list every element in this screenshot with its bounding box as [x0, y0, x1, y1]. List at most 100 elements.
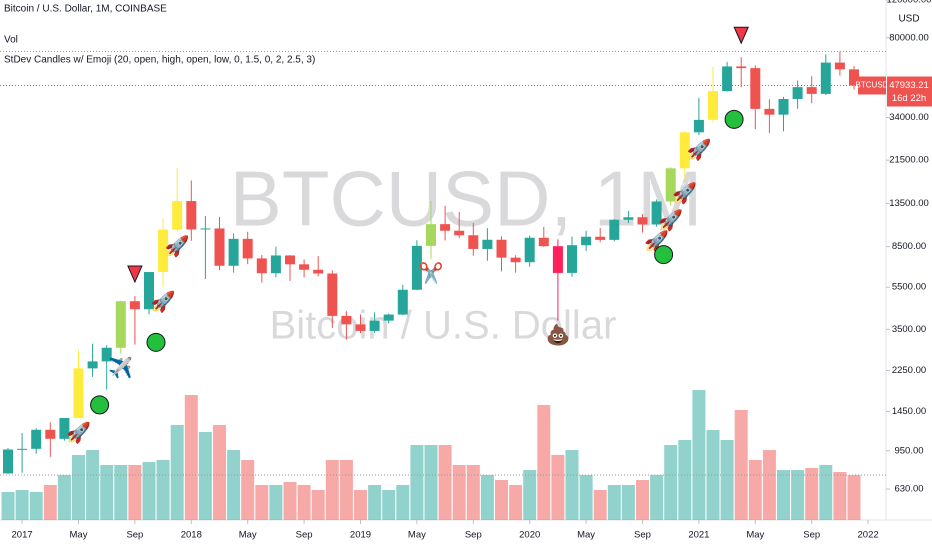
y-tick-label: 950.00	[894, 445, 923, 456]
x-tick-label: May	[239, 530, 257, 541]
volume-bar	[57, 475, 71, 520]
candle-body	[552, 246, 563, 273]
volume-bar	[748, 460, 762, 520]
candle-body	[764, 108, 775, 115]
candle-body	[285, 255, 295, 265]
volume-bar	[424, 445, 438, 520]
x-tick-label: Sep	[296, 530, 313, 541]
candle-body	[665, 168, 676, 202]
candle-body	[73, 368, 84, 419]
currency: USD	[898, 14, 919, 25]
volume-bar	[255, 485, 269, 520]
volume-bar	[227, 450, 241, 520]
top-marker	[733, 26, 749, 45]
volume-layer	[1, 390, 861, 520]
x-tick-label: May	[70, 530, 88, 541]
candle-body	[341, 315, 352, 325]
candle-body	[679, 132, 690, 169]
candle-body	[101, 347, 112, 362]
volume-bar	[170, 425, 184, 520]
volume-bar	[523, 470, 537, 520]
x-tick-label: Sep	[634, 530, 651, 541]
emoji-marker: 🚀	[672, 181, 697, 205]
volume-bar	[325, 460, 339, 520]
candle-body	[270, 255, 281, 274]
symbol-tag-label: BTCUSD	[856, 81, 889, 90]
candle-body	[242, 238, 253, 259]
candle-body	[397, 289, 408, 315]
volume-bar	[213, 425, 226, 520]
symbol-tag	[858, 76, 886, 95]
candle-body	[87, 361, 98, 369]
volume-bar	[410, 445, 424, 520]
bottom-marker	[146, 332, 166, 352]
candle-body	[59, 418, 70, 439]
bottom-marker	[654, 245, 674, 265]
volume-bar	[537, 405, 551, 520]
candle-body	[792, 87, 803, 100]
volume-bar	[452, 465, 466, 520]
volume-bar	[311, 490, 325, 520]
candle-body	[383, 314, 394, 321]
emoji-marker: 🚀	[151, 289, 176, 313]
volume-bar	[156, 460, 170, 520]
volume-bar	[720, 440, 734, 520]
volume-bar	[777, 470, 790, 520]
volume-bar	[142, 462, 156, 520]
volume-bar	[86, 450, 100, 520]
candle-body	[736, 66, 747, 69]
candle-body	[355, 324, 366, 331]
candle-body	[454, 230, 465, 236]
candle-body	[820, 62, 831, 94]
candle-body	[327, 273, 338, 316]
volume-bar	[241, 460, 255, 520]
candle-body	[31, 429, 42, 449]
volume-bar	[664, 445, 678, 520]
emoji-marker: ✈️	[108, 356, 133, 380]
x-tick-label: 2020	[519, 530, 540, 541]
bottom-marker	[90, 395, 110, 415]
volume-bar	[495, 480, 508, 520]
volume-bar	[382, 490, 396, 520]
x-tick-label: May	[746, 530, 764, 541]
countdown: 16d 22h	[892, 93, 926, 104]
emoji-marker: 🚀	[165, 234, 190, 258]
volume-bar	[791, 470, 805, 520]
candle-body	[440, 224, 451, 231]
candle-body	[722, 66, 733, 92]
price-tag	[887, 76, 932, 107]
volume-bar	[339, 460, 353, 520]
volume-bar	[565, 450, 579, 520]
candle-body	[637, 217, 648, 225]
x-tick-label: 2017	[12, 530, 33, 541]
candle-body	[172, 201, 183, 230]
y-tick-label: 34000.00	[889, 112, 929, 123]
candle-body	[411, 245, 422, 290]
candle-body	[17, 448, 28, 450]
volume-bar	[466, 465, 480, 520]
x-tick-label: 2022	[858, 530, 879, 541]
candle-body	[369, 320, 380, 331]
indicator-label: StDev Candles w/ Emoji (20, open, high, …	[4, 55, 315, 66]
candle-body	[708, 91, 718, 120]
y-tick-label: 5500.00	[892, 282, 926, 293]
volume-bar	[706, 430, 720, 520]
candle-body	[468, 235, 479, 249]
emoji-marker: 🚀	[658, 208, 683, 232]
candle-body	[299, 264, 310, 270]
emoji-marker: 💩	[545, 323, 570, 347]
volume-bar	[1, 492, 15, 520]
volume-bar	[198, 432, 212, 520]
volume-bar	[621, 485, 635, 520]
candle-body	[214, 228, 225, 266]
volume-bar	[833, 472, 847, 520]
candle-body	[228, 238, 239, 266]
x-tick-label: 2018	[181, 530, 202, 541]
candle-body	[510, 257, 521, 263]
candle-body	[45, 429, 56, 439]
volume-bar	[114, 465, 128, 520]
y-tick-label: 1450.00	[892, 406, 926, 417]
